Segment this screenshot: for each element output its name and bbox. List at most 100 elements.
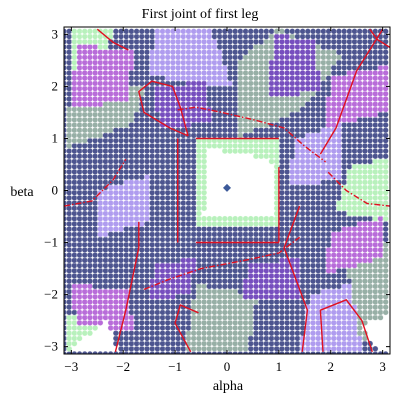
- region-dot: [299, 194, 306, 202]
- region-dot: [351, 205, 358, 212]
- region-dot: [226, 236, 234, 243]
- region-dot: [294, 49, 301, 56]
- region-dot: [66, 75, 73, 82]
- region-dot: [138, 194, 145, 202]
- region-dot: [232, 116, 239, 123]
- region-dot: [294, 69, 301, 77]
- region-dot: [278, 142, 286, 149]
- region-dot: [117, 215, 125, 222]
- region-dot: [200, 132, 208, 139]
- region-dot: [361, 147, 369, 155]
- region-dot: [252, 345, 260, 352]
- region-dot: [304, 246, 312, 254]
- region-dot: [117, 267, 125, 274]
- region-dot: [112, 189, 120, 196]
- region-dot: [97, 101, 104, 108]
- region-dot: [71, 215, 78, 222]
- region-dot: [237, 127, 244, 134]
- region-dot: [159, 90, 166, 97]
- region-dot: [112, 127, 120, 134]
- region-dot: [81, 288, 88, 295]
- region-dot: [247, 335, 254, 342]
- region-dot: [71, 142, 78, 149]
- region-dot: [366, 257, 374, 264]
- region-dot: [66, 251, 73, 259]
- region-dot: [273, 33, 280, 40]
- region-dot: [258, 345, 265, 352]
- region-dot: [112, 288, 120, 295]
- region-dot: [117, 64, 125, 71]
- region-dot: [299, 314, 306, 321]
- region-dot: [289, 127, 296, 134]
- region-dot: [107, 251, 114, 259]
- region-dot: [169, 220, 177, 228]
- region-dot: [138, 147, 145, 155]
- region-dot: [377, 194, 384, 202]
- region-dot: [278, 85, 286, 92]
- region-dot: [133, 28, 140, 35]
- region-dot: [143, 267, 151, 274]
- region-dot: [117, 288, 125, 295]
- region-dot: [180, 267, 187, 274]
- region-dot: [330, 59, 337, 66]
- region-dot: [247, 246, 254, 254]
- region-dot: [226, 335, 234, 342]
- region-dot: [86, 54, 94, 61]
- region-dot: [294, 298, 301, 306]
- region-dot: [174, 80, 182, 87]
- region-dot: [164, 262, 171, 269]
- region-dot: [361, 106, 369, 113]
- region-dot: [299, 168, 306, 175]
- region-dot: [133, 340, 140, 347]
- region-dot: [133, 69, 140, 77]
- region-dot: [71, 293, 78, 300]
- region-dot: [252, 267, 260, 274]
- region-dot: [278, 205, 286, 212]
- region-dot: [372, 106, 379, 113]
- region-dot: [346, 28, 353, 35]
- region-dot: [169, 340, 177, 347]
- region-dot: [377, 137, 384, 144]
- region-dot: [149, 340, 156, 347]
- region-dot: [76, 90, 83, 97]
- region-dot: [128, 194, 135, 202]
- region-dot: [91, 116, 99, 123]
- region-dot: [138, 314, 145, 321]
- region-dot: [294, 314, 301, 321]
- region-dot: [294, 293, 301, 300]
- region-dot: [325, 43, 332, 51]
- region-dot: [200, 33, 208, 40]
- region-dot: [154, 319, 161, 326]
- region-dot: [86, 69, 94, 77]
- region-dot: [361, 241, 369, 248]
- region-dot: [138, 168, 145, 175]
- region-dot: [107, 59, 114, 66]
- region-dot: [133, 194, 140, 202]
- region-dot: [289, 147, 296, 155]
- region-dot: [81, 75, 88, 82]
- region-dot: [91, 137, 99, 144]
- region-dot: [190, 283, 197, 290]
- region-dot: [346, 43, 353, 51]
- region-dot: [102, 28, 109, 35]
- region-dot: [221, 59, 228, 66]
- region-dot: [190, 189, 197, 196]
- region-dot: [71, 220, 78, 228]
- region-dot: [346, 324, 353, 332]
- region-dot: [71, 116, 78, 123]
- region-dot: [377, 241, 384, 248]
- region-dot: [325, 257, 332, 264]
- region-dot: [226, 121, 234, 129]
- region-dot: [356, 168, 363, 175]
- region-dot: [159, 267, 166, 274]
- region-dot: [164, 335, 171, 342]
- region-dot: [361, 90, 369, 97]
- region-dot: [309, 241, 317, 248]
- region-dot: [278, 90, 286, 97]
- region-dot: [180, 64, 187, 71]
- region-dot: [294, 111, 301, 118]
- region-dot: [372, 267, 379, 274]
- region-dot: [206, 330, 213, 337]
- region-dot: [382, 179, 389, 186]
- region-dot: [232, 95, 239, 103]
